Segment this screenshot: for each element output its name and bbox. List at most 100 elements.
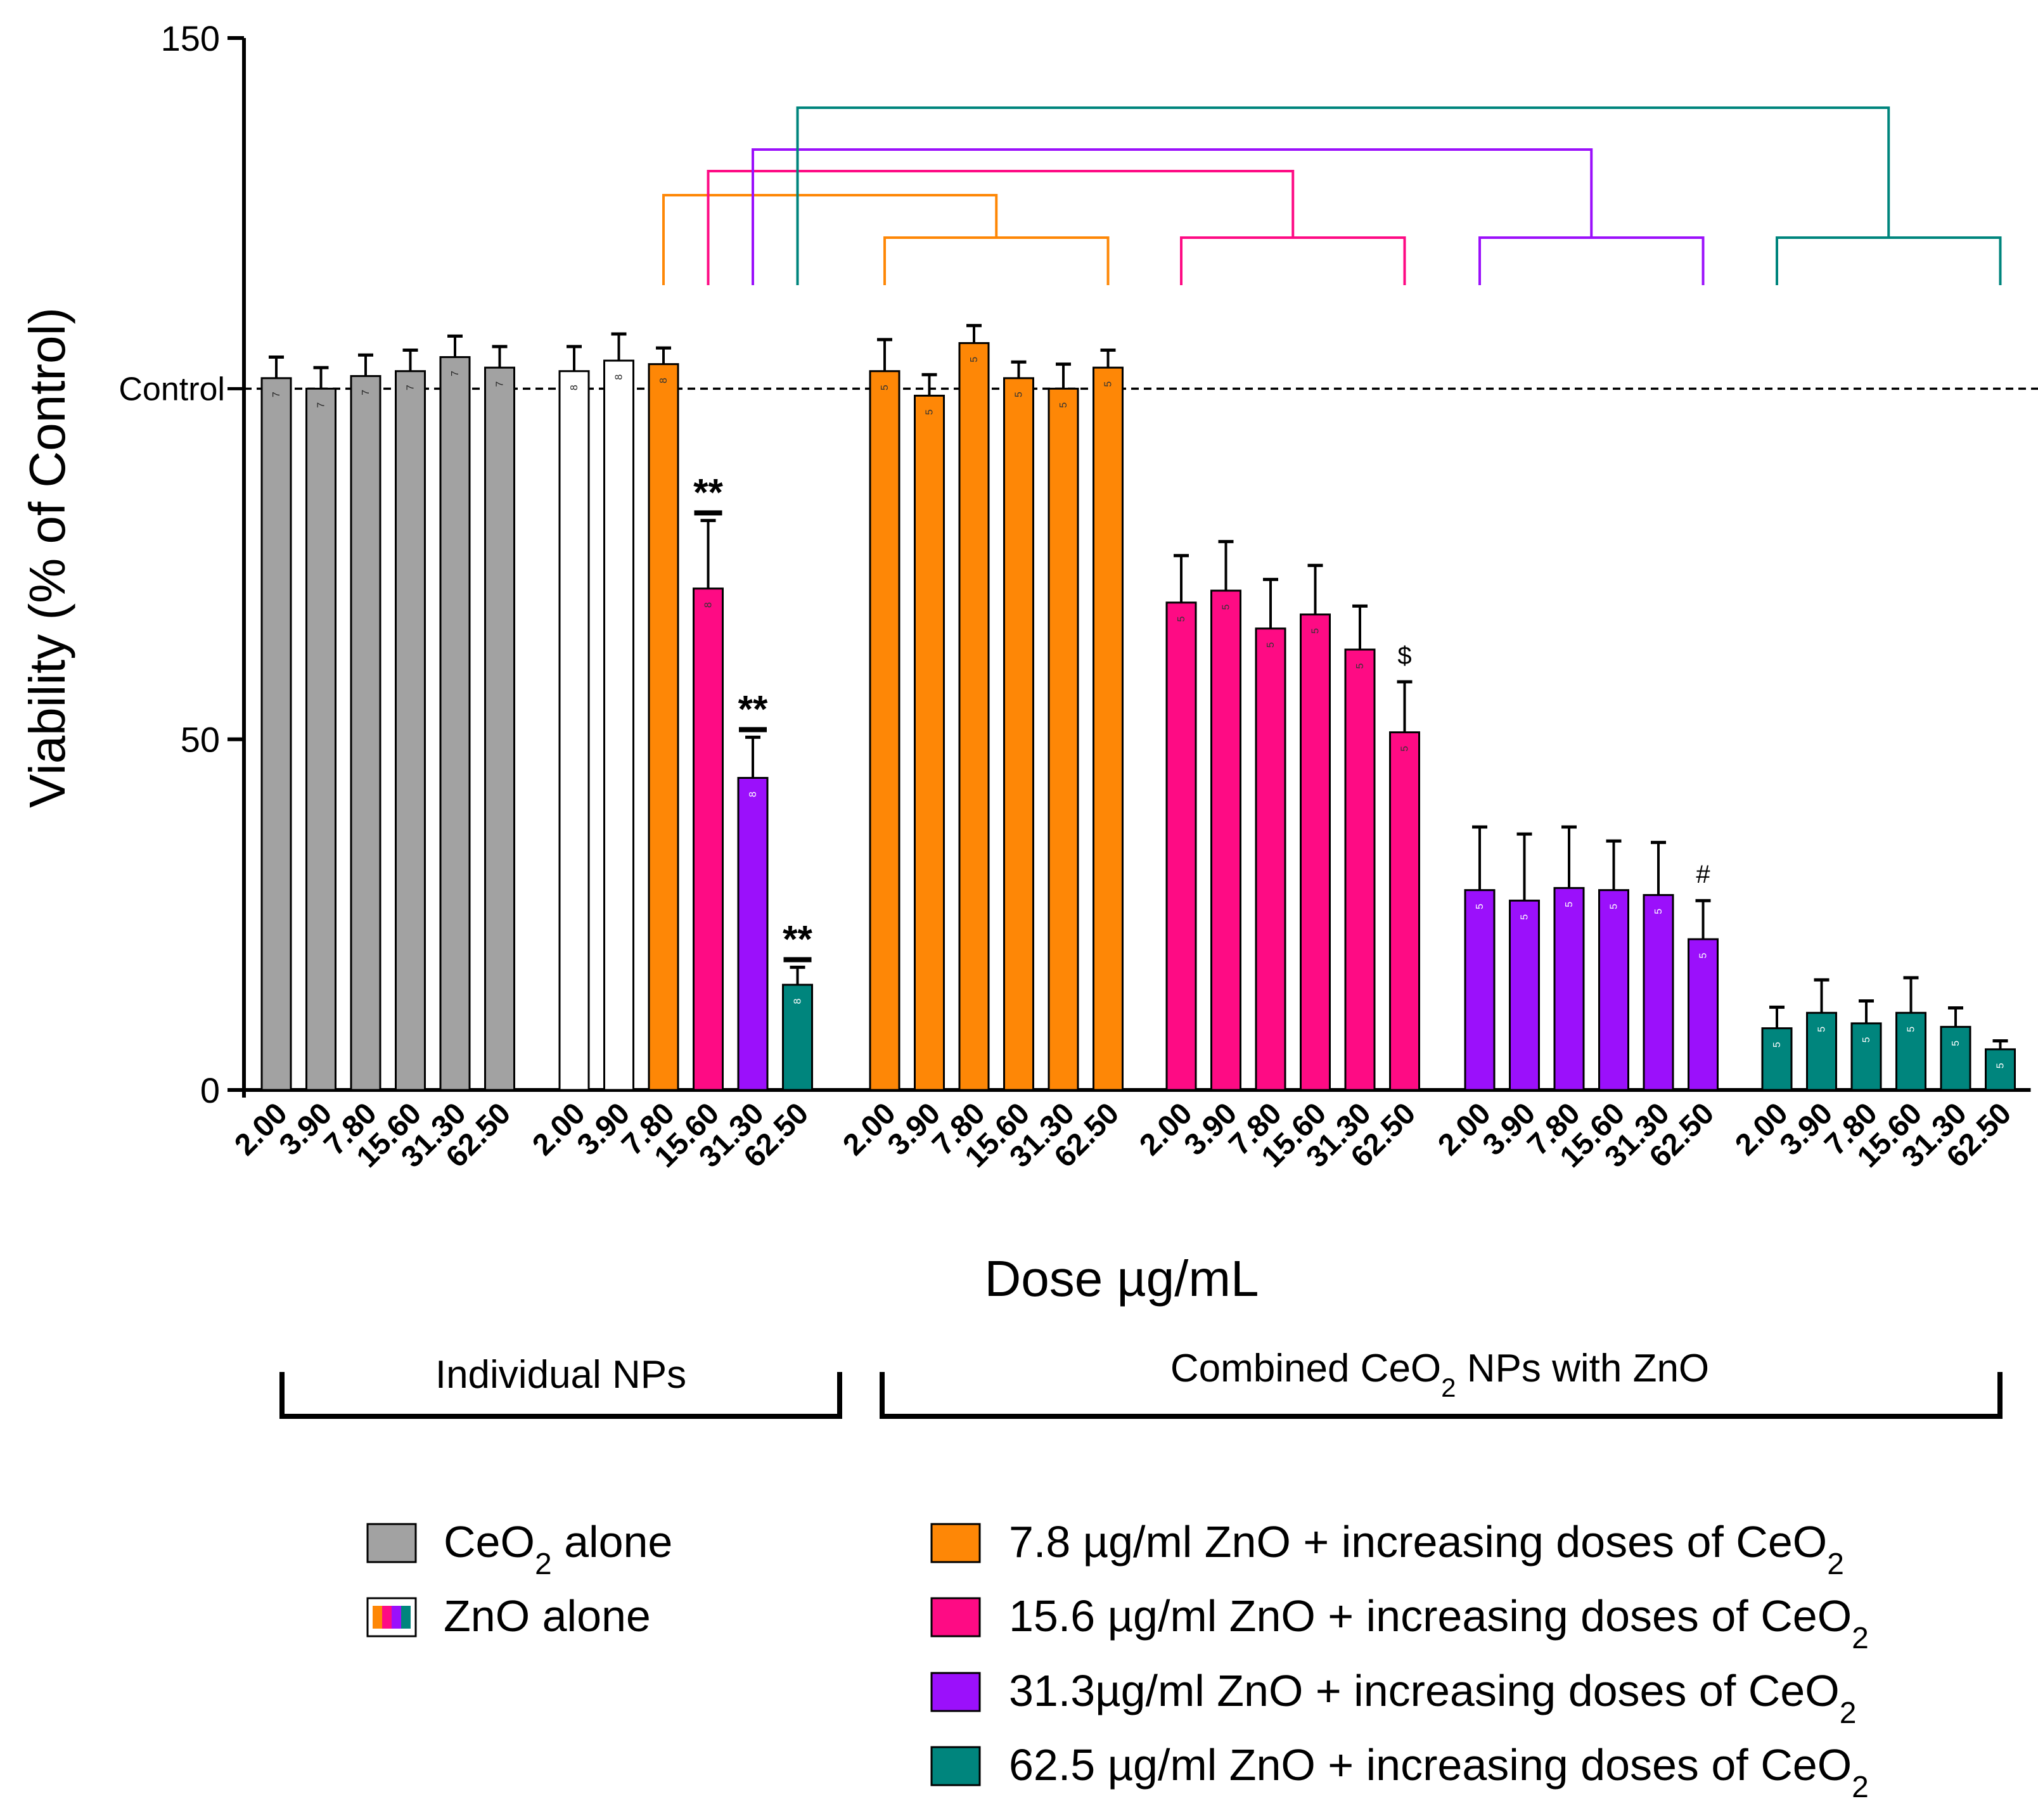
bar	[1895, 1011, 1926, 1091]
legend-label-subscript: 2	[1852, 1771, 1869, 1804]
bar-n-label: 5	[1058, 402, 1069, 408]
bar	[1806, 1011, 1837, 1091]
y-tick-label: 0	[200, 1070, 220, 1110]
comparison-bracket	[752, 148, 1593, 285]
combined-label-subscript: 2	[1441, 1373, 1456, 1402]
bar-n-label: 5	[1772, 1042, 1783, 1048]
axes: 0 50 150	[161, 18, 2031, 1110]
bar	[782, 984, 813, 1091]
y-tick-label: 150	[161, 18, 220, 58]
bar	[1643, 894, 1674, 1091]
bar	[869, 370, 900, 1091]
bar-n-label: 5	[1400, 746, 1411, 752]
legend-swatch	[930, 1672, 981, 1712]
combined-label-text: NPs with ZnO	[1456, 1347, 1710, 1390]
bar	[1598, 889, 1629, 1091]
legend-label-subscript: 2	[1827, 1548, 1844, 1581]
bar	[1389, 731, 1420, 1091]
bar	[395, 370, 426, 1091]
bar	[1688, 938, 1719, 1091]
legend-swatch	[930, 1523, 981, 1563]
bar	[260, 377, 292, 1091]
bar	[1165, 601, 1197, 1091]
control-line-group: Control	[119, 371, 2038, 407]
bar	[484, 366, 515, 1091]
legend-label: 62.5 µg/ml ZnO + increasing doses of CeO…	[1009, 1740, 1869, 1804]
y-axis-label-group: Viability (% of Control)	[19, 307, 75, 808]
bar	[1210, 589, 1241, 1091]
bar	[305, 387, 336, 1091]
y-axis-label: Viability (% of Control)	[19, 307, 75, 808]
legend-label-subscript: 2	[535, 1548, 552, 1581]
comparison-bracket	[796, 106, 1890, 285]
bar-n-label: 8	[614, 375, 625, 380]
bar-n-label: 5	[1906, 1027, 1917, 1032]
bar	[1464, 889, 1496, 1091]
legend-label-text: 62.5 µg/ml ZnO + increasing doses of CeO	[1009, 1740, 1852, 1790]
bar-n-label: 8	[569, 385, 580, 390]
bar-n-label: 7	[271, 392, 282, 397]
significance-marker: $	[1397, 642, 1411, 670]
significance-marker: **	[738, 688, 768, 730]
bar	[1300, 613, 1331, 1091]
bar	[603, 359, 634, 1091]
legend-swatch-stripe	[401, 1606, 411, 1629]
bar	[1761, 1027, 1793, 1091]
bar-n-label: 5	[1861, 1037, 1872, 1042]
bar-n-label: 7	[316, 402, 327, 408]
combined-label-text: Combined CeO	[1170, 1347, 1441, 1390]
bar-n-label: 5	[1221, 605, 1232, 610]
legend-label: ZnO alone	[444, 1591, 651, 1641]
legend-swatch-stripe	[392, 1606, 401, 1629]
legend-label-text: 7.8 µg/ml ZnO + increasing doses of CeO	[1009, 1517, 1827, 1567]
group-bracket	[1478, 236, 1705, 285]
individual-bracket	[279, 1372, 842, 1419]
bar-n-label: 5	[1311, 628, 1321, 634]
legend-swatch	[366, 1523, 417, 1563]
legend-label-text: CeO	[444, 1517, 535, 1567]
bar-n-label: 5	[925, 409, 935, 415]
bar	[1255, 627, 1286, 1091]
bar-n-label: 7	[361, 390, 371, 395]
group-bracket	[883, 236, 1110, 285]
bar-series: 7 7 7 7 7 7 8 8 8 8 ** 8 ** 8 ** 5 5 5 5 5 5 5 5 5 5 5 5 $5 5 5 5 5 5 #5 5…	[260, 324, 2016, 1091]
bar	[350, 375, 381, 1091]
legend-label: 31.3µg/ml ZnO + increasing doses of CeO2	[1009, 1666, 1856, 1730]
legend-label-text: ZnO alone	[444, 1591, 651, 1641]
y-tick-label: 50	[181, 720, 220, 760]
significance-marker: **	[783, 918, 812, 960]
combined-bracket	[880, 1372, 2003, 1419]
bar	[1344, 648, 1376, 1091]
bar-n-label: 5	[969, 357, 980, 362]
bar-n-label: 7	[450, 371, 461, 376]
comparison-brackets	[662, 106, 2002, 285]
bar-n-label: 5	[1653, 909, 1664, 914]
bar-n-label: 8	[658, 378, 669, 383]
bar-n-label: 5	[1609, 904, 1620, 909]
combined-label: Combined CeO2 NPs with ZnO	[1170, 1347, 1709, 1402]
bar-n-label: 5	[1475, 904, 1485, 909]
bar-n-label: 5	[1014, 392, 1025, 397]
legend-swatch-stripe	[382, 1606, 392, 1629]
bar-n-label: 5	[1355, 663, 1366, 669]
bar	[914, 394, 945, 1091]
bar	[1850, 1022, 1882, 1091]
bar	[1093, 366, 1124, 1091]
bar	[1048, 387, 1079, 1091]
legend-label-text: 31.3µg/ml ZnO + increasing doses of CeO	[1009, 1666, 1840, 1715]
bar-n-label: 5	[1817, 1027, 1828, 1032]
group-brackets: Individual NPs Combined CeO2 NPs with ZnO	[279, 1347, 2003, 1419]
bar	[439, 356, 471, 1091]
legend-label-text: 15.6 µg/ml ZnO + increasing doses of CeO	[1009, 1591, 1852, 1641]
control-label: Control	[119, 371, 225, 407]
legend-swatch-stripe	[373, 1606, 382, 1629]
bar-n-label: 5	[880, 385, 890, 390]
bar-n-label: 5	[1103, 381, 1114, 387]
bar-n-label: 8	[748, 791, 759, 797]
comparison-bracket	[707, 170, 1295, 285]
bar	[958, 342, 990, 1091]
bar	[1553, 887, 1585, 1091]
